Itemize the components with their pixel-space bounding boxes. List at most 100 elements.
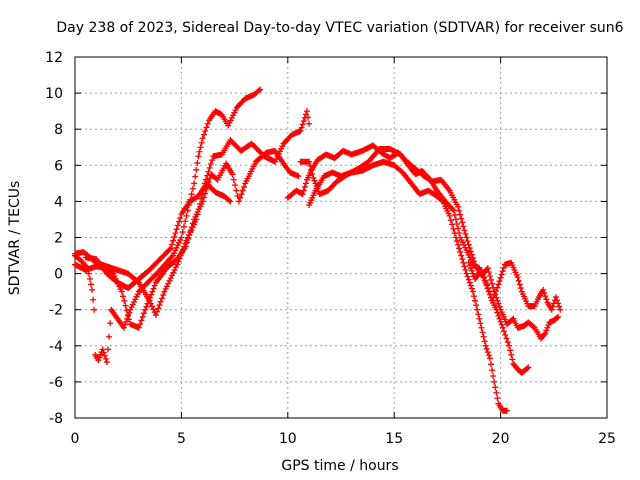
data-point-marker [458, 215, 465, 222]
data-point-marker [165, 280, 172, 287]
data-point-marker [163, 283, 170, 290]
data-point-marker [300, 187, 307, 194]
x-tick-label: 15 [385, 431, 403, 447]
data-point-marker [455, 203, 462, 210]
data-point-marker [123, 307, 130, 314]
data-point-marker [493, 306, 500, 313]
data-point-marker [233, 187, 240, 194]
data-point-marker [229, 171, 236, 178]
data-point-marker [152, 312, 159, 319]
data-point-marker [166, 246, 173, 253]
data-point-marker [303, 108, 310, 115]
data-point-marker [162, 285, 169, 292]
data-point-marker [142, 306, 149, 313]
data-point-marker [126, 316, 133, 323]
data-point-marker [100, 349, 107, 356]
data-point-marker [456, 245, 463, 252]
data-point-marker [500, 264, 507, 271]
data-point-marker [232, 182, 239, 189]
data-point-marker [457, 248, 464, 255]
x-tick-label: 25 [598, 431, 616, 447]
data-point-marker [171, 233, 178, 240]
data-point-marker [149, 303, 156, 310]
data-point-marker [540, 286, 547, 293]
data-point-marker [137, 321, 144, 328]
data-point-marker [156, 302, 163, 309]
data-point-marker [89, 286, 96, 293]
data-point-marker [486, 355, 493, 362]
data-point-marker [226, 197, 233, 204]
data-point-marker [173, 226, 180, 233]
data-point-marker [86, 276, 93, 283]
data-point-marker [166, 277, 173, 284]
data-point-marker [472, 297, 479, 304]
data-point-marker [479, 270, 486, 277]
data-point-marker [553, 297, 560, 304]
data-point-marker [496, 315, 503, 322]
data-point-marker [237, 194, 244, 201]
data-point-marker [174, 222, 181, 229]
data-point-marker [195, 153, 202, 160]
data-point-marker [498, 271, 505, 278]
data-point-marker [465, 276, 472, 283]
data-point-marker [449, 221, 456, 228]
grid-lines [75, 57, 607, 418]
data-point-marker [257, 86, 264, 93]
data-point-marker [469, 270, 476, 277]
data-point-marker [495, 300, 502, 307]
data-point-marker [541, 290, 548, 297]
data-point-marker [168, 241, 175, 248]
data-point-marker [503, 335, 510, 342]
data-point-marker [307, 162, 314, 169]
data-point-marker [102, 355, 109, 362]
y-tick-label: -6 [49, 375, 63, 391]
data-point-marker [496, 303, 503, 310]
data-point-marker [461, 227, 468, 234]
data-point-marker [182, 243, 189, 250]
data-point-marker [497, 318, 504, 325]
data-point-marker [180, 223, 187, 230]
data-point-marker [467, 248, 474, 255]
data-point-marker [306, 120, 313, 127]
data-point-marker [118, 288, 125, 295]
data-point-marker [204, 120, 211, 127]
data-point-marker [306, 158, 313, 165]
data-point-marker [206, 164, 213, 171]
data-point-marker [491, 378, 498, 385]
data-point-marker [185, 235, 192, 242]
data-point-marker [161, 288, 168, 295]
data-point-marker [488, 276, 495, 283]
data-point-marker [123, 318, 130, 325]
data-point-marker [481, 274, 488, 281]
data-point-marker [121, 297, 128, 304]
data-point-marker [106, 333, 113, 340]
data-point-marker [485, 288, 492, 295]
data-point-marker [484, 349, 491, 356]
series-trace-1 [72, 86, 264, 366]
data-point-marker [170, 269, 177, 276]
data-point-marker [488, 361, 495, 368]
data-point-marker [549, 303, 556, 310]
data-point-marker [158, 295, 165, 302]
data-point-marker [450, 207, 457, 214]
data-point-marker [496, 278, 503, 285]
data-point-marker [493, 389, 500, 396]
data-point-marker [450, 225, 457, 232]
data-point-marker [140, 310, 147, 317]
data-point-marker [143, 303, 150, 310]
data-point-marker [463, 234, 470, 241]
data-point-marker [183, 212, 190, 219]
data-point-marker [199, 135, 206, 142]
data-point-marker [308, 166, 315, 173]
data-point-marker [101, 352, 108, 359]
data-point-marker [104, 346, 111, 353]
data-point-marker [477, 320, 484, 327]
data-point-marker [517, 285, 524, 292]
data-point-marker [465, 259, 472, 266]
data-point-marker [198, 139, 205, 146]
data-point-marker [299, 191, 306, 198]
data-point-marker [466, 279, 473, 286]
series-trace-3 [72, 147, 302, 331]
data-point-marker [483, 345, 490, 352]
